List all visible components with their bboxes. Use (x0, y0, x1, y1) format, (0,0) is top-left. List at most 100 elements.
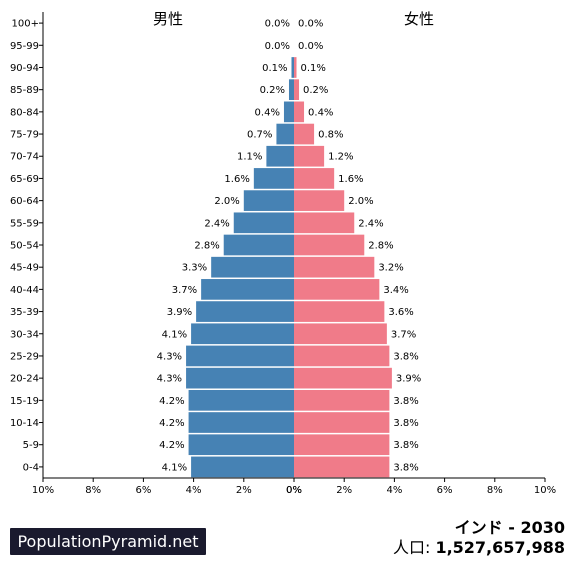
female-value-label: 3.9% (396, 374, 421, 385)
x-tick-label: 8% (85, 485, 101, 496)
country-year: インド - 2030 (454, 518, 565, 537)
brand-logo[interactable]: PopulationPyramid.net (10, 528, 206, 555)
female-value-label: 3.8% (393, 418, 418, 429)
female-value-label: 3.8% (393, 440, 418, 451)
female-value-label: 0.8% (318, 130, 343, 141)
male-value-label: 2.4% (204, 218, 229, 229)
female-value-label: 2.8% (368, 241, 393, 252)
male-bar (243, 190, 294, 211)
female-value-label: 3.2% (378, 263, 403, 274)
female-bar (294, 412, 390, 433)
male-value-label: 4.3% (157, 351, 182, 362)
age-tick-label: 95-99 (10, 41, 39, 52)
age-tick-label: 100+ (12, 19, 39, 30)
female-bar (294, 57, 297, 78)
female-value-label: 2.0% (348, 196, 373, 207)
male-bar (191, 323, 294, 345)
male-value-label: 4.2% (159, 418, 184, 429)
population-value: 1,527,657,988 (435, 538, 565, 557)
age-tick-label: 80-84 (10, 107, 39, 118)
age-tick-label: 10-14 (10, 418, 39, 429)
female-bar (294, 212, 355, 234)
age-tick-label: 30-34 (10, 329, 39, 340)
age-tick-label: 60-64 (10, 196, 39, 207)
male-value-label: 4.1% (162, 462, 187, 473)
male-value-label: 0.0% (265, 19, 290, 30)
male-value-label: 4.1% (162, 329, 187, 340)
female-value-label: 0.2% (303, 85, 328, 96)
age-tick-label: 85-89 (10, 85, 39, 96)
female-value-label: 0.1% (301, 63, 326, 74)
female-bar (294, 145, 325, 167)
female-bar (294, 434, 390, 456)
male-value-label: 0.2% (260, 85, 285, 96)
male-bar (223, 234, 294, 256)
male-bar (201, 279, 294, 300)
male-value-label: 1.1% (237, 152, 262, 163)
female-bar (294, 234, 365, 256)
female-value-label: 3.8% (393, 396, 418, 407)
female-bar (294, 168, 335, 189)
female-bar (294, 123, 315, 145)
female-value-label: 3.4% (383, 285, 408, 296)
male-bar (186, 367, 294, 389)
female-value-label: 0.0% (298, 41, 323, 52)
female-value-label: 3.8% (393, 462, 418, 473)
x-tick-label: 0% (286, 485, 302, 496)
population-total: 人口: 1,527,657,988 (393, 534, 565, 558)
female-bar (294, 456, 390, 478)
male-bar (253, 168, 294, 189)
age-tick-label: 35-39 (10, 307, 39, 318)
female-bar (294, 190, 345, 211)
male-bar (188, 389, 294, 411)
female-bar (294, 367, 392, 389)
male-value-label: 2.8% (194, 241, 219, 252)
male-bar (266, 145, 294, 167)
male-bar (276, 123, 294, 145)
x-tick-label: 6% (135, 485, 151, 496)
male-bar (188, 434, 294, 456)
male-value-label: 2.0% (214, 196, 239, 207)
female-value-label: 3.6% (388, 307, 413, 318)
male-bar (211, 256, 294, 278)
male-value-label: 0.1% (262, 63, 287, 74)
x-tick-label: 2% (336, 485, 352, 496)
male-value-label: 3.9% (167, 307, 192, 318)
female-value-label: 1.6% (338, 174, 363, 185)
age-tick-label: 25-29 (10, 351, 39, 362)
x-tick-label: 10% (32, 485, 54, 496)
male-value-label: 0.0% (265, 41, 290, 52)
x-tick-label: 4% (386, 485, 402, 496)
male-bar (283, 101, 294, 123)
female-value-label: 0.0% (298, 19, 323, 30)
female-value-label: 0.4% (308, 107, 333, 118)
male-value-label: 3.3% (182, 263, 207, 274)
age-tick-label: 50-54 (10, 241, 39, 252)
age-tick-label: 45-49 (10, 263, 39, 274)
male-value-label: 1.6% (224, 174, 249, 185)
male-bar (188, 412, 294, 433)
x-tick-label: 10% (534, 485, 556, 496)
male-bar (233, 212, 294, 234)
female-value-label: 3.7% (391, 329, 416, 340)
male-bar (291, 57, 294, 78)
population-label: 人口: (392, 538, 431, 557)
age-tick-label: 70-74 (10, 152, 39, 163)
female-value-label: 3.8% (393, 351, 418, 362)
x-tick-label: 4% (186, 485, 202, 496)
age-tick-label: 0-4 (23, 462, 39, 473)
x-tick-label: 6% (437, 485, 453, 496)
age-tick-label: 90-94 (10, 63, 39, 74)
male-bar (288, 79, 294, 101)
female-bar (294, 101, 305, 123)
age-tick-label: 20-24 (10, 374, 39, 385)
female-bar (294, 389, 390, 411)
female-bar (294, 256, 375, 278)
male-label: 男性 (153, 10, 184, 28)
male-bar (191, 456, 294, 478)
female-value-label: 1.2% (328, 152, 353, 163)
female-label: 女性 (404, 10, 435, 28)
female-value-label: 2.4% (358, 218, 383, 229)
x-tick-label: 2% (236, 485, 252, 496)
